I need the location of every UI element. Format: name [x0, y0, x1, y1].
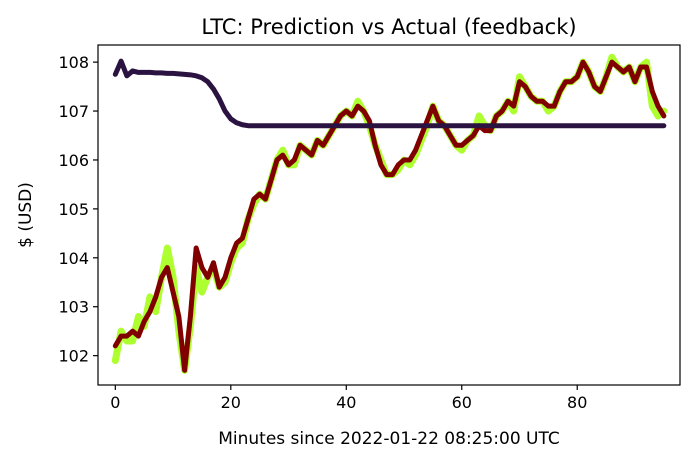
series-line-3	[112, 58, 667, 129]
x-tick-label: 20	[221, 393, 241, 412]
series-line-1	[111, 53, 668, 374]
x-tick-label: 0	[110, 393, 120, 412]
y-tick-label: 102	[58, 347, 89, 366]
y-tick-label: 105	[58, 200, 89, 219]
x-tick-label: 80	[567, 393, 587, 412]
y-tick-label: 104	[58, 249, 89, 268]
y-tick-label: 107	[58, 102, 89, 121]
series-layer	[111, 53, 668, 374]
chart-title: LTC: Prediction vs Actual (feedback)	[201, 15, 576, 39]
x-axis-label: Minutes since 2022-01-22 08:25:00 UTC	[218, 429, 560, 449]
y-axis-ticks: 102 103 104 105 106 107 108	[58, 53, 98, 366]
y-tick-label: 103	[58, 298, 89, 317]
y-tick-label: 108	[58, 53, 89, 72]
x-tick-label: 60	[452, 393, 472, 412]
x-tick-label: 40	[336, 393, 356, 412]
y-tick-label: 106	[58, 151, 89, 170]
x-axis-ticks: 0 20 40 60 80	[110, 385, 587, 412]
y-axis-label: $ (USD)	[16, 182, 36, 248]
series-line-2	[112, 59, 667, 373]
plot-frame	[97, 44, 681, 386]
